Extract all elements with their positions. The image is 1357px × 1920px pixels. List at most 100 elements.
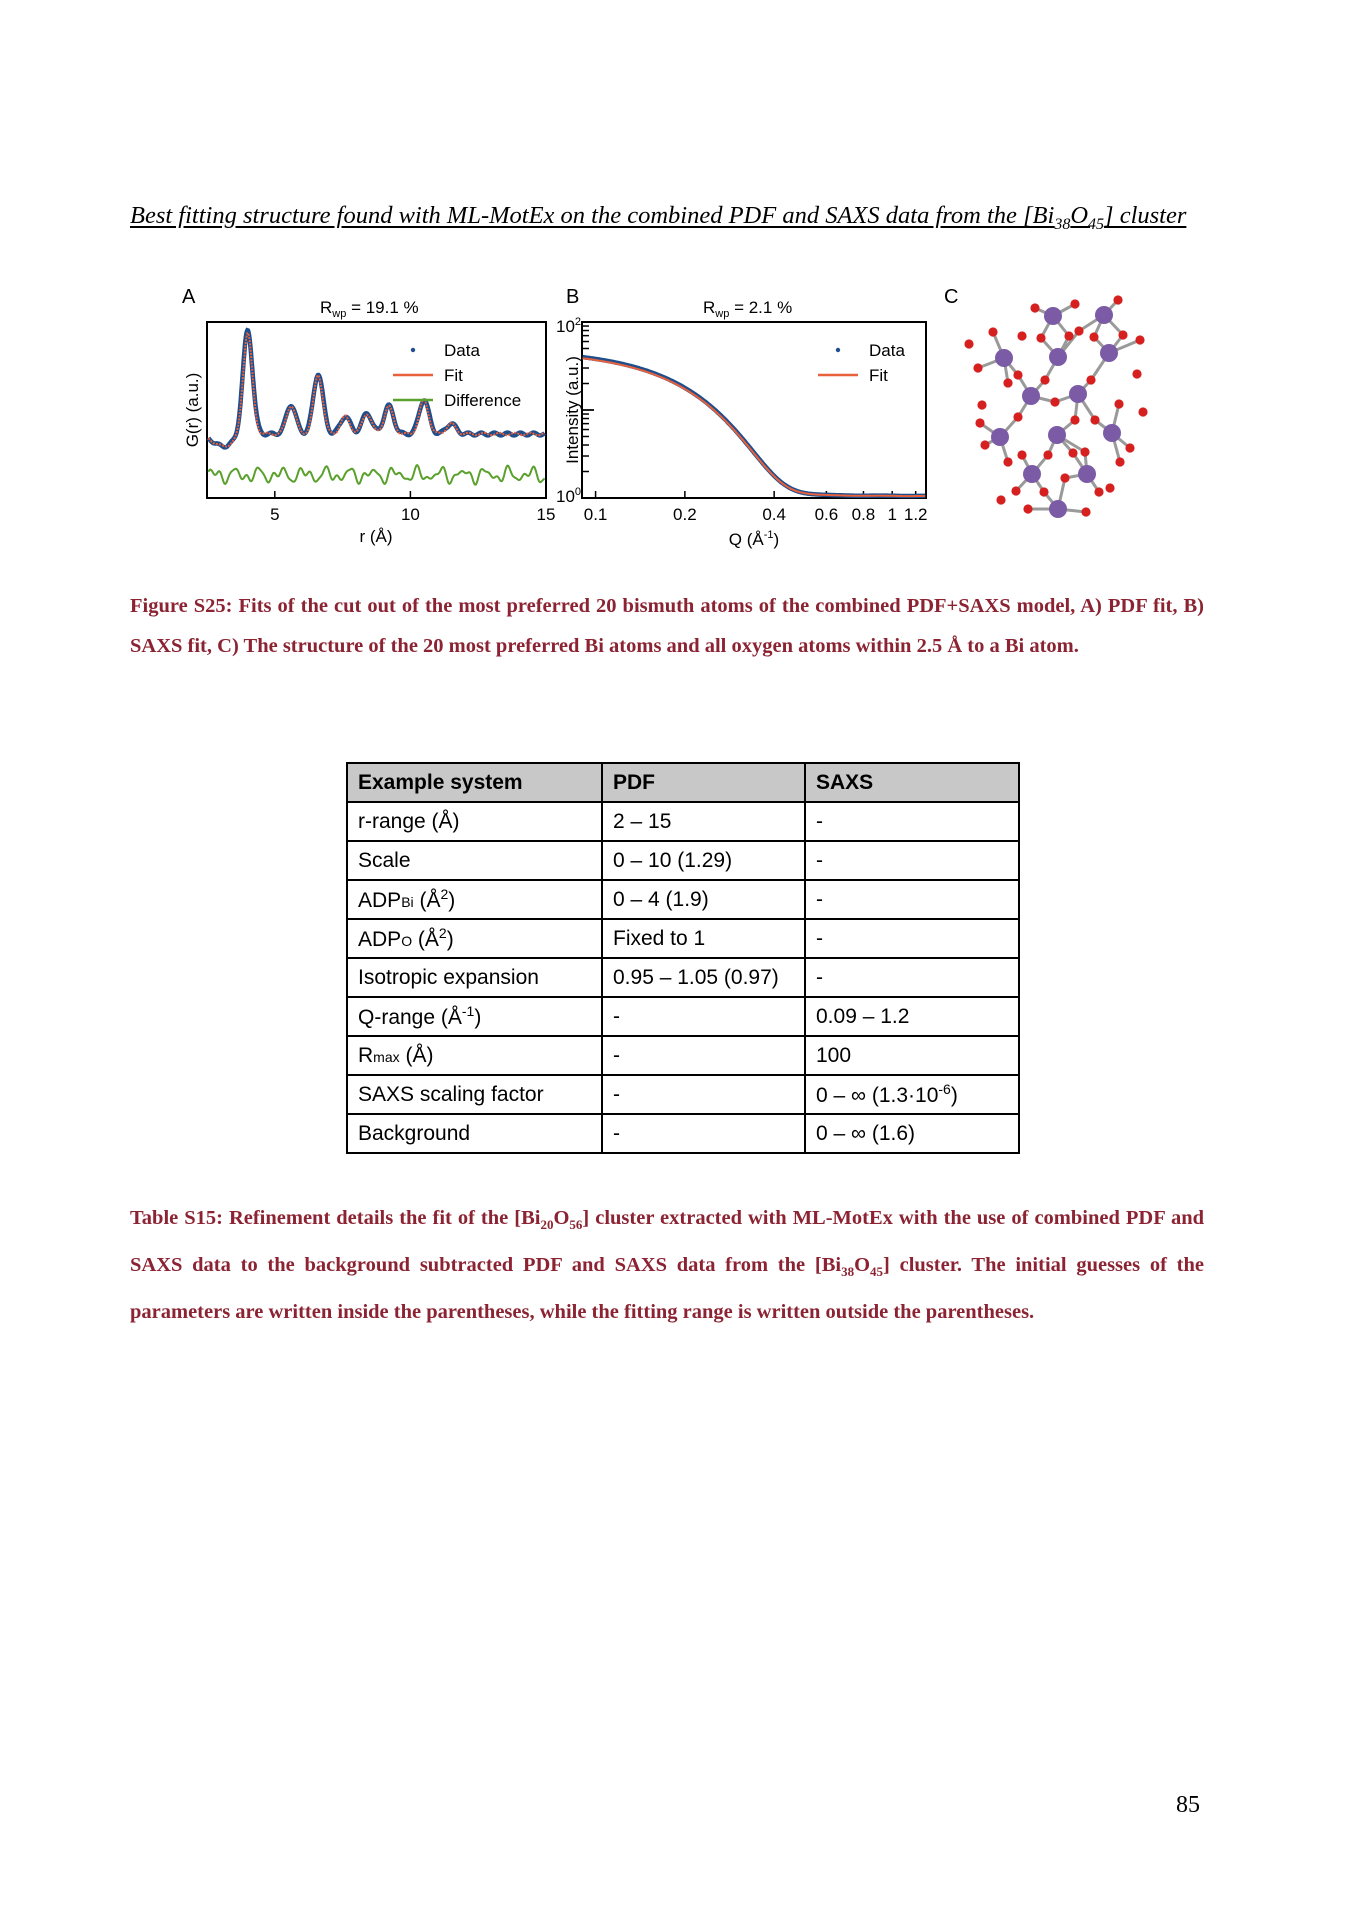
oxygen-atom <box>1081 507 1091 517</box>
oxygen-atom <box>1036 333 1046 343</box>
bismuth-atom <box>1023 465 1041 483</box>
saxs-value: - <box>804 957 1020 998</box>
oxygen-atom <box>1039 487 1049 497</box>
pdf-legend-difference-label: Difference <box>444 391 521 410</box>
oxygen-atom <box>1115 457 1125 467</box>
row-label: Q-range (Å-1) <box>346 996 603 1037</box>
table-caption: Table S15: Refinement details the fit of… <box>130 1207 1205 1324</box>
row-label: Scale <box>346 840 603 881</box>
bismuth-atom <box>1049 500 1067 518</box>
pdf-value: - <box>601 996 806 1037</box>
pdf-value: 0 – 10 (1.29) <box>601 840 806 881</box>
saxs-fit-line <box>582 357 926 498</box>
oxygen-atom <box>996 495 1006 505</box>
pdf-legend: Data Fit Difference <box>393 341 521 410</box>
section-heading: Best fitting structure found with ML-Mot… <box>130 202 1187 233</box>
table-row: SAXS scaling factor - 0 – ∞ (1.3·10-6) <box>346 1074 1020 1115</box>
oxygen-atom <box>1086 375 1096 385</box>
oxygen-atom <box>1068 448 1078 458</box>
pdf-chart: Rwp = 19.1 % 5 10 15 r (Å) G(r) (a.u.) Dat… <box>183 298 555 546</box>
panel-label-a: A <box>182 286 196 308</box>
oxygen-atom <box>1090 415 1100 425</box>
table-row: Isotropic expansion 0.95 – 1.05 (0.97) - <box>346 957 1020 998</box>
oxygen-atom <box>1023 504 1033 514</box>
row-label: r-range (Å) <box>346 801 603 842</box>
oxygen-atom <box>1040 375 1050 385</box>
saxs-chart: Rwp = 2.1 % 102 100 0.1 0.2 0.4 0.6 0.8 1 1.2 … <box>556 298 928 549</box>
pdf-legend-fit-label: Fit <box>444 366 463 385</box>
saxs-legend-data-label: Data <box>869 341 905 360</box>
pdf-value: 0.95 – 1.05 (0.97) <box>601 957 806 998</box>
oxygen-atom <box>1070 299 1080 309</box>
pdf-fit-line <box>207 331 545 448</box>
row-label: Rmax (Å) <box>346 1035 603 1076</box>
oxygen-atom <box>1064 331 1074 341</box>
header-saxs: SAXS <box>804 762 1020 803</box>
oxygen-atom <box>977 400 987 410</box>
table-row: Scale 0 – 10 (1.29) - <box>346 840 1020 881</box>
saxs-value: 0 – ∞ (1.6) <box>804 1113 1020 1154</box>
row-label: Isotropic expansion <box>346 957 603 998</box>
saxs-value: - <box>804 879 1020 920</box>
saxs-x-tick-label: 0.2 <box>673 505 697 524</box>
bismuth-atom <box>1044 307 1062 325</box>
oxygen-atom <box>1080 447 1090 457</box>
oxygen-atom <box>980 440 990 450</box>
pdf-value: - <box>601 1035 806 1076</box>
oxygen-atom <box>1017 450 1027 460</box>
panel-label-c: C <box>944 286 959 308</box>
saxs-x-tick-label: 0.8 <box>852 505 876 524</box>
oxygen-atom <box>1135 335 1145 345</box>
saxs-x-label: Q (Å-1) <box>729 529 779 549</box>
saxs-y-label: Intensity (a.u.) <box>563 356 582 464</box>
oxygen-atom <box>1074 326 1084 336</box>
oxygen-atom <box>973 363 983 373</box>
saxs-legend-data-marker <box>835 347 841 353</box>
table-row: Background - 0 – ∞ (1.6) <box>346 1113 1020 1154</box>
pdf-value: 0 – 4 (1.9) <box>601 879 806 920</box>
header-example-system: Example system <box>346 762 603 803</box>
oxygen-atom <box>1094 487 1104 497</box>
saxs-value: - <box>804 801 1020 842</box>
row-label: ADPO (Å2) <box>346 918 603 959</box>
table-row: Rmax (Å) - 100 <box>346 1035 1020 1076</box>
saxs-x-tick-label: 0.4 <box>762 505 786 524</box>
saxs-y-tick-bottom: 100 <box>556 486 581 506</box>
oxygen-atom <box>1138 407 1148 417</box>
oxygen-atom <box>1003 378 1013 388</box>
bismuth-atom <box>1022 387 1040 405</box>
saxs-title: Rwp = 2.1 % <box>703 298 792 320</box>
oxygen-atom <box>1089 332 1099 342</box>
pdf-difference-line <box>207 463 546 486</box>
figure-s25: Rwp = 19.1 % 5 10 15 r (Å) G(r) (a.u.) Dat… <box>183 295 1148 549</box>
pdf-legend-data-label: Data <box>444 341 480 360</box>
bismuth-atom <box>1100 344 1118 362</box>
oxygen-atom <box>1113 295 1123 305</box>
saxs-y-tick-top: 102 <box>556 316 581 336</box>
saxs-y-ticks <box>582 321 594 499</box>
oxygen-atom <box>1125 443 1135 453</box>
row-label: SAXS scaling factor <box>346 1074 603 1115</box>
bismuth-atom <box>1069 385 1087 403</box>
oxygen-atom <box>964 339 974 349</box>
oxygen-atom <box>1118 330 1128 340</box>
oxygen-atom <box>1011 486 1021 496</box>
oxygen-atom <box>1060 473 1070 483</box>
oxygen-atom <box>1043 450 1053 460</box>
table-row: r-range (Å) 2 – 15 - <box>346 801 1020 842</box>
saxs-value: - <box>804 918 1020 959</box>
oxygen-atom <box>1030 303 1040 313</box>
pdf-x-tick-label: 5 <box>270 505 279 524</box>
bismuth-atom <box>1103 424 1121 442</box>
table-header-row: Example system PDF SAXS <box>346 762 1020 803</box>
refinement-table: Example system PDF SAXS r-range (Å) 2 – … <box>346 762 1020 1154</box>
row-label: ADPBi (Å2) <box>346 879 603 920</box>
oxygen-atom <box>1114 399 1124 409</box>
saxs-legend: Data Fit <box>818 341 905 385</box>
page-number: 85 <box>1176 1792 1200 1818</box>
pdf-value: - <box>601 1113 806 1154</box>
bismuth-atom <box>1048 426 1066 444</box>
oxygen-atom <box>988 327 998 337</box>
oxygen-atom <box>1070 415 1080 425</box>
figure-caption: Figure S25: Fits of the cut out of the m… <box>130 595 1204 657</box>
